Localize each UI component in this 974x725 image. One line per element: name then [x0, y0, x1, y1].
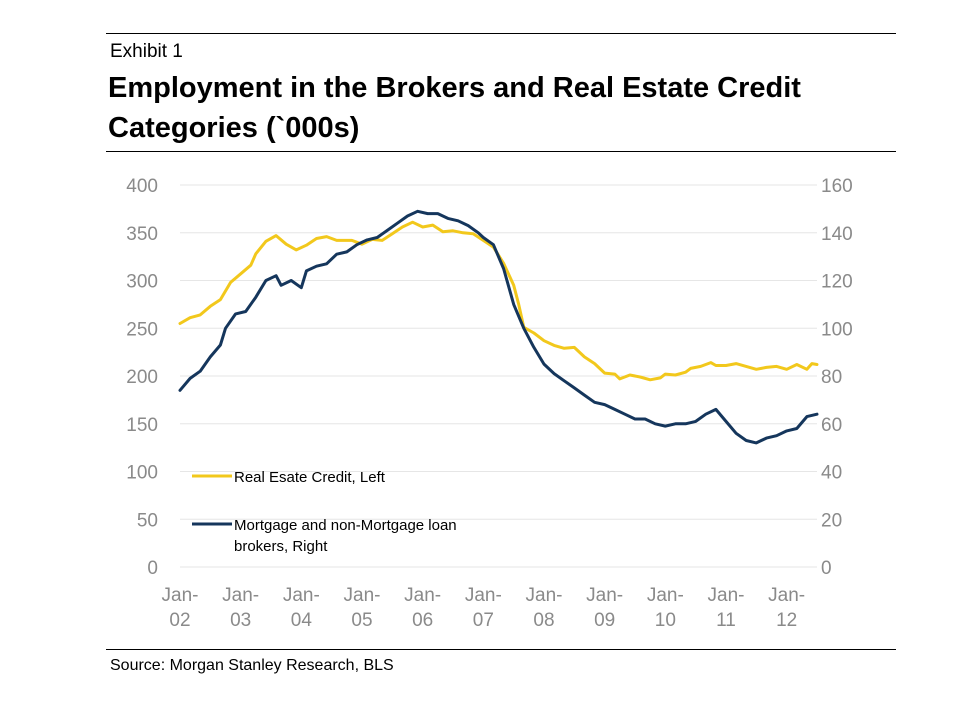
x-tick-label-line-1: Jan-: [283, 585, 320, 606]
x-tick-label-line-1: Jan-: [586, 585, 623, 606]
left-tick-label: 50: [137, 510, 158, 531]
series-line-loan-brokers: [178, 209, 819, 445]
legend: Real Esate Credit, Left Mortgage and non…: [192, 469, 461, 555]
x-tick-label-line-2: 12: [776, 610, 797, 631]
x-tick-label-line-2: 06: [412, 610, 433, 631]
left-tick-label: 150: [126, 415, 158, 436]
x-tick-label: Jan- 05: [344, 585, 381, 631]
x-tick-label: Jan- 02: [162, 585, 199, 631]
right-tick-label: 100: [821, 319, 853, 340]
x-tick-label: Jan- 07: [465, 585, 502, 631]
right-tick-label: 0: [821, 558, 832, 579]
x-tick-label: Jan- 06: [404, 585, 441, 631]
x-tick-label-line-1: Jan-: [768, 585, 805, 606]
x-tick-label-line-1: Jan-: [647, 585, 684, 606]
top-rule: [106, 33, 896, 34]
left-tick-label: 300: [126, 272, 158, 293]
legend-label-brokers-line-2: brokers, Right: [234, 538, 328, 555]
x-tick-label: Jan- 09: [586, 585, 623, 631]
right-tick-label: 20: [821, 510, 842, 531]
x-tick-label-line-2: 08: [533, 610, 554, 631]
x-tick-label-line-2: 11: [716, 610, 736, 631]
exhibit-label: Exhibit 1: [110, 41, 183, 62]
left-tick-label: 400: [126, 176, 158, 197]
x-tick-label-line-2: 04: [291, 610, 313, 631]
x-tick-label-line-1: Jan-: [708, 585, 745, 606]
left-tick-label: 0: [147, 558, 158, 579]
legend-label-brokers-line-1: Mortgage and non-Mortgage loan: [234, 517, 457, 534]
right-axis-ticks: 0 20 40 60 80 100 120 140 160: [821, 176, 853, 579]
source-note: Source: Morgan Stanley Research, BLS: [110, 657, 394, 674]
x-tick-label: Jan- 03: [222, 585, 259, 631]
left-tick-label: 200: [126, 367, 158, 388]
title-rule: [106, 151, 896, 152]
x-axis-ticks: Jan-02Jan-03Jan-04Jan-05Jan-06Jan-07Jan-…: [162, 585, 806, 631]
chart-title: Employment in the Brokers and Real Estat…: [108, 72, 801, 144]
x-tick-label: Jan- 08: [526, 585, 563, 631]
series-layer: [178, 209, 819, 445]
grid-lines: [180, 184, 817, 568]
series-line-real-estate-credit: [178, 220, 819, 382]
left-axis-ticks: 0 50 100 150 200 250 300 350 400: [126, 176, 158, 579]
x-tick-label-line-1: Jan-: [526, 585, 563, 606]
x-tick-label-line-2: 03: [230, 610, 251, 631]
x-tick-label: Jan- 10: [647, 585, 684, 631]
x-tick-label-line-1: Jan-: [465, 585, 502, 606]
left-tick-label: 100: [126, 463, 158, 484]
legend-label-brokers: Mortgage and non-Mortgage loan brokers, …: [234, 517, 461, 555]
x-tick-label-line-2: 07: [473, 610, 494, 631]
x-tick-label-line-1: Jan-: [222, 585, 259, 606]
x-tick-label: Jan- 04: [283, 585, 320, 631]
right-tick-label: 40: [821, 463, 842, 484]
source-rule: [106, 649, 896, 650]
x-tick-label: Jan- 11: [708, 585, 745, 631]
right-tick-label: 80: [821, 367, 842, 388]
left-tick-label: 250: [126, 319, 158, 340]
x-tick-label-line-1: Jan-: [404, 585, 441, 606]
x-tick-label-line-2: 10: [655, 610, 676, 631]
right-tick-label: 120: [821, 272, 853, 293]
left-tick-label: 350: [126, 224, 158, 245]
x-tick-label-line-2: 09: [594, 610, 615, 631]
right-tick-label: 140: [821, 224, 853, 245]
x-tick-label-line-2: 02: [169, 610, 190, 631]
x-tick-label-line-2: 05: [351, 610, 372, 631]
x-tick-label: Jan- 12: [768, 585, 805, 631]
right-tick-label: 60: [821, 415, 842, 436]
x-tick-label-line-1: Jan-: [344, 585, 381, 606]
right-tick-label: 160: [821, 176, 853, 197]
x-tick-label-line-1: Jan-: [162, 585, 199, 606]
legend-label-real-estate: Real Esate Credit, Left: [234, 469, 386, 486]
